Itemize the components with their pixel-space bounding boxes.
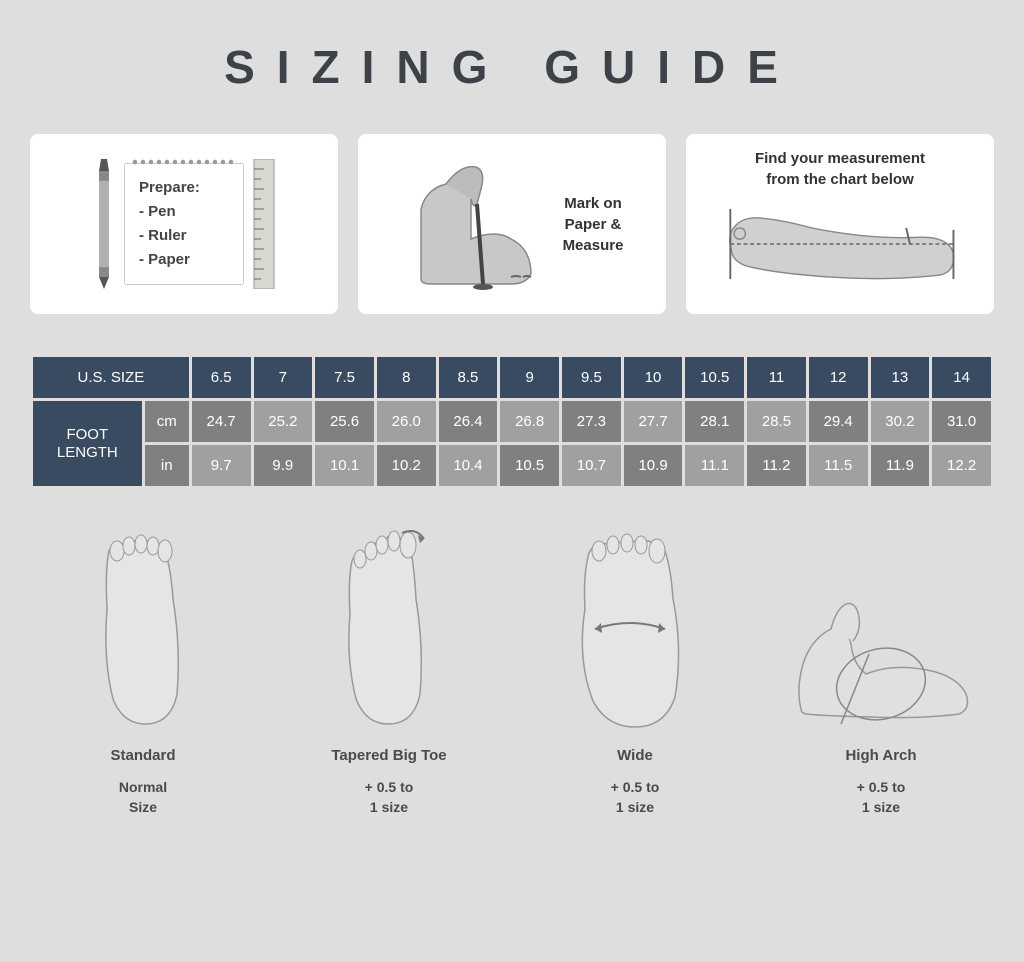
pen-icon <box>92 159 116 289</box>
foot-type-name: High Arch <box>768 747 994 764</box>
foot-length-header: FOOT LENGTH <box>33 401 142 486</box>
cm-cell: 31.0 <box>932 401 991 442</box>
foot-type-rec: + 0.5 to 1 size <box>768 778 994 817</box>
in-cell: 11.1 <box>685 445 744 486</box>
cm-cell: 25.2 <box>254 401 313 442</box>
in-cell: 9.7 <box>192 445 251 486</box>
page-title: SIZING GUIDE <box>30 40 994 94</box>
foot-type-rec: + 0.5 to 1 size <box>522 778 748 817</box>
foot-types-row: Standard Normal Size Tapered Big Toe + 0… <box>30 519 994 817</box>
foot-type-rec: + 0.5 to 1 size <box>276 778 502 817</box>
sizing-guide: SIZING GUIDE Prepare: - Pen - Ruler - Pa… <box>0 0 1024 962</box>
cm-cell: 29.4 <box>809 401 868 442</box>
foot-type-name: Standard <box>30 747 256 764</box>
foot-type-high-arch: High Arch + 0.5 to 1 size <box>768 519 994 817</box>
in-cell: 10.1 <box>315 445 374 486</box>
cm-cell: 26.4 <box>439 401 498 442</box>
size-header-cell: 7 <box>254 357 313 398</box>
step-mark-measure: Mark on Paper & Measure <box>358 134 666 314</box>
table-row-cm: FOOT LENGTH cm 24.725.225.626.026.426.82… <box>33 401 991 442</box>
in-cell: 10.5 <box>500 445 559 486</box>
size-header-cell: 11 <box>747 357 806 398</box>
ruler-icon <box>252 159 276 289</box>
foot-illustration <box>276 519 502 729</box>
foot-illustration <box>768 519 994 729</box>
foot-type-tapered: Tapered Big Toe + 0.5 to 1 size <box>276 519 502 817</box>
cm-cell: 28.1 <box>685 401 744 442</box>
prepare-item: - Pen <box>139 200 233 224</box>
in-cell: 11.2 <box>747 445 806 486</box>
foot-illustration <box>30 519 256 729</box>
foot-outline-icon <box>710 192 970 296</box>
size-header-cell: 9.5 <box>562 357 621 398</box>
foot-type-standard: Standard Normal Size <box>30 519 256 817</box>
foot-mark-icon <box>401 149 551 299</box>
prepare-heading: Prepare: <box>139 176 233 200</box>
notepad: Prepare: - Pen - Ruler - Paper <box>124 163 244 285</box>
table-row-in: in 9.79.910.110.210.410.510.710.911.111.… <box>33 445 991 486</box>
size-header-cell: 10.5 <box>685 357 744 398</box>
size-header-cell: 13 <box>871 357 930 398</box>
size-header-cell: 14 <box>932 357 991 398</box>
step-prepare: Prepare: - Pen - Ruler - Paper <box>30 134 338 314</box>
size-header-cell: 9 <box>500 357 559 398</box>
in-cell: 12.2 <box>932 445 991 486</box>
size-header-cell: 8.5 <box>439 357 498 398</box>
size-header-cell: 8 <box>377 357 436 398</box>
in-cell: 10.7 <box>562 445 621 486</box>
cm-cell: 27.3 <box>562 401 621 442</box>
cm-cell: 26.8 <box>500 401 559 442</box>
in-cell: 11.5 <box>809 445 868 486</box>
cm-cell: 25.6 <box>315 401 374 442</box>
in-cell: 10.4 <box>439 445 498 486</box>
in-cell: 11.9 <box>871 445 930 486</box>
foot-illustration <box>522 519 748 729</box>
us-size-header: U.S. SIZE <box>33 357 189 398</box>
size-header-cell: 12 <box>809 357 868 398</box>
prepare-item: - Paper <box>139 248 233 272</box>
foot-type-wide: Wide + 0.5 to 1 size <box>522 519 748 817</box>
in-cell: 9.9 <box>254 445 313 486</box>
unit-cm: cm <box>145 401 189 442</box>
size-header-cell: 6.5 <box>192 357 251 398</box>
foot-type-name: Tapered Big Toe <box>276 747 502 764</box>
cm-cell: 27.7 <box>624 401 683 442</box>
step-find-text: Find your measurement from the chart bel… <box>686 148 994 190</box>
step-find-chart: Find your measurement from the chart bel… <box>686 134 994 314</box>
prepare-item: - Ruler <box>139 224 233 248</box>
unit-in: in <box>145 445 189 486</box>
size-header-cell: 7.5 <box>315 357 374 398</box>
steps-row: Prepare: - Pen - Ruler - Paper <box>30 134 994 314</box>
cm-cell: 24.7 <box>192 401 251 442</box>
in-cell: 10.9 <box>624 445 683 486</box>
cm-cell: 28.5 <box>747 401 806 442</box>
cm-cell: 26.0 <box>377 401 436 442</box>
sizing-table: U.S. SIZE 6.577.588.599.51010.511121314 … <box>30 354 994 489</box>
foot-type-rec: Normal Size <box>30 778 256 817</box>
step-mark-text: Mark on Paper & Measure <box>563 193 624 256</box>
foot-type-name: Wide <box>522 747 748 764</box>
table-row-sizes: U.S. SIZE 6.577.588.599.51010.511121314 <box>33 357 991 398</box>
size-header-cell: 10 <box>624 357 683 398</box>
cm-cell: 30.2 <box>871 401 930 442</box>
in-cell: 10.2 <box>377 445 436 486</box>
